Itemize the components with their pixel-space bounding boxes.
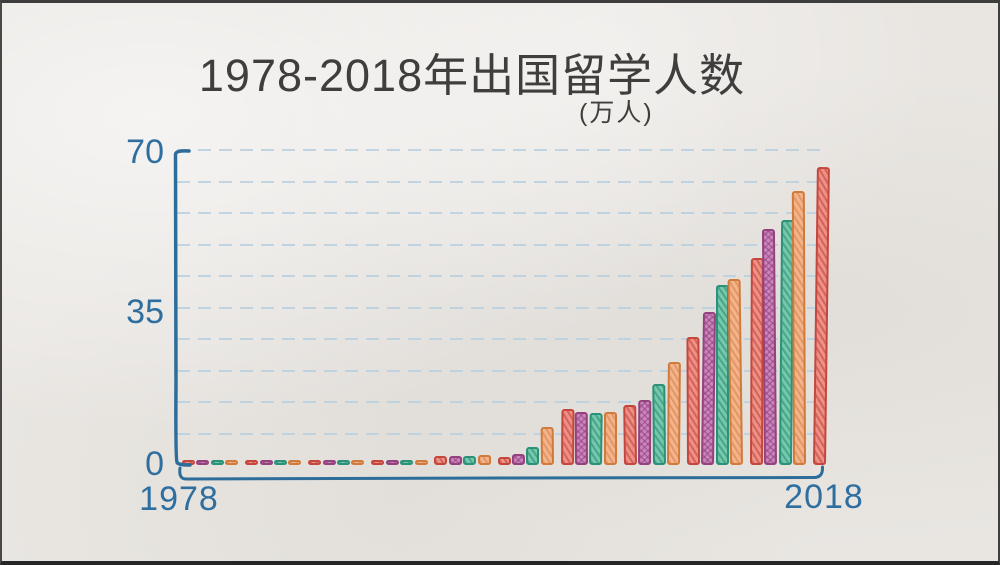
gridline-63 <box>177 180 827 183</box>
bar-2005 <box>603 411 617 465</box>
x-axis-start-label: 1978 <box>139 480 219 518</box>
bar-2007 <box>638 400 652 466</box>
y-tick-label-35: 35 <box>126 293 164 331</box>
gridline-70 <box>177 149 827 151</box>
gridline-7 <box>177 432 827 435</box>
bar-1987 <box>322 459 336 466</box>
gridline-14 <box>177 401 827 403</box>
bar-2004 <box>589 413 604 466</box>
chart-unit-label: (万人) <box>579 99 654 127</box>
bar-1988 <box>337 459 351 466</box>
gridline-21 <box>177 369 827 372</box>
bar-2002 <box>560 408 575 466</box>
bar-1983 <box>259 459 273 466</box>
gridline-35 <box>177 306 827 309</box>
bar-1999 <box>511 454 525 466</box>
bar-1979 <box>196 459 210 466</box>
bar-1978 <box>181 459 195 466</box>
bar-2010 <box>686 336 700 466</box>
bar-1996 <box>463 455 477 466</box>
gridline-56 <box>177 212 827 214</box>
bar-1990 <box>371 459 385 466</box>
bar-2013 <box>727 278 743 466</box>
bar-1991 <box>385 460 399 465</box>
gridline-49 <box>177 243 827 246</box>
bar-1992 <box>400 459 414 466</box>
bar-2008 <box>651 384 666 466</box>
bar-1997 <box>477 454 491 466</box>
bar-2017 <box>791 191 807 466</box>
bar-1995 <box>448 455 462 466</box>
bar-2009 <box>666 361 681 466</box>
gridline-28 <box>177 338 827 340</box>
y-tick-label-0: 0 <box>145 445 164 483</box>
bar-2003 <box>574 412 588 466</box>
bar-2015 <box>762 229 778 466</box>
bar-1981 <box>225 459 239 466</box>
y-tick-label-70: 70 <box>126 133 164 171</box>
bar-2000 <box>526 447 540 466</box>
bar-2001 <box>540 427 554 466</box>
plot-area <box>175 149 830 466</box>
bar-2012 <box>715 285 729 465</box>
bar-2006 <box>622 404 637 466</box>
x-axis-bracket <box>178 465 825 481</box>
x-axis-end-label: 2018 <box>784 478 864 516</box>
bar-1984 <box>273 460 287 465</box>
bar-1998 <box>497 457 511 465</box>
bar-1982 <box>245 459 259 466</box>
bar-1985 <box>288 459 302 466</box>
bar-1993 <box>414 459 428 466</box>
bar-1980 <box>210 459 224 466</box>
bar-1989 <box>351 459 365 466</box>
chart-title: 1978-2018年出国留学人数 <box>198 50 746 101</box>
gridline-42 <box>177 275 827 277</box>
bar-1994 <box>434 456 448 466</box>
bar-1986 <box>308 459 322 466</box>
bar-2011 <box>701 312 717 466</box>
bar-2018 <box>813 167 830 466</box>
